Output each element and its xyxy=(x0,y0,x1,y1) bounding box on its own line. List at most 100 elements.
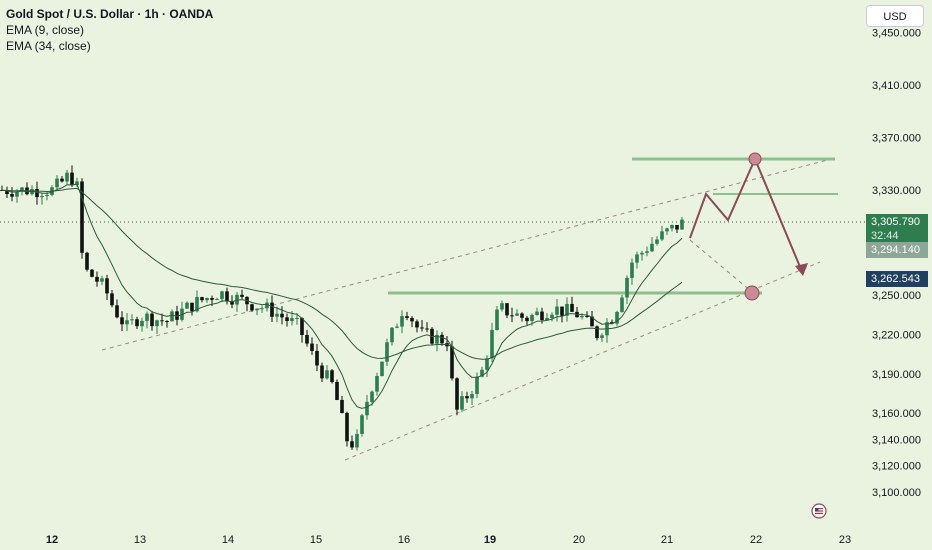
price-tick-label: 3,140.000 xyxy=(872,434,921,446)
candle-body xyxy=(125,320,129,325)
candle-body xyxy=(650,243,654,252)
candle-body xyxy=(175,311,179,320)
price-tick-label: 3,450.000 xyxy=(872,28,921,40)
candle-body xyxy=(320,365,324,379)
candle-body xyxy=(595,326,599,338)
candle-countdown: 32:44 xyxy=(866,228,928,244)
time-axis[interactable]: 12 13 14 15 16 19 20 21 22 23 xyxy=(46,534,851,546)
price-tick-label: 3,330.000 xyxy=(872,185,921,197)
ema-fast-badge: 3,294.140 xyxy=(866,242,928,258)
currency-button[interactable]: USD xyxy=(866,5,924,27)
candle-body xyxy=(535,311,539,316)
candle-body xyxy=(40,195,44,198)
candle-body xyxy=(480,369,484,377)
candle-body xyxy=(135,319,139,327)
price-axis[interactable]: 3,450.000 3,410.000 3,370.000 3,330.000 3,25… xyxy=(872,28,921,499)
channel-upper-line xyxy=(101,157,836,351)
candle-body xyxy=(625,277,629,298)
candle-body xyxy=(525,317,529,322)
candle-body xyxy=(380,361,384,376)
candle-body xyxy=(75,181,79,186)
candle-body xyxy=(330,370,334,382)
candle-body xyxy=(560,306,564,316)
candle-body xyxy=(55,178,59,188)
candle-body xyxy=(80,181,84,253)
candle-body xyxy=(590,316,594,327)
candle-body xyxy=(580,315,584,318)
candle-body xyxy=(250,304,254,311)
candle-body xyxy=(395,326,399,328)
flag-icon[interactable] xyxy=(811,503,827,519)
time-tick-label: 13 xyxy=(134,534,146,546)
candle-body xyxy=(205,298,209,301)
candle-body xyxy=(615,311,619,324)
candle-body xyxy=(285,317,289,322)
candle-body xyxy=(545,318,549,321)
candle-body xyxy=(495,309,499,331)
candle-body xyxy=(270,302,274,317)
time-tick-label: 21 xyxy=(661,534,673,546)
candle-body xyxy=(600,335,604,338)
candle-body xyxy=(390,327,394,343)
price-tick-label: 3,250.000 xyxy=(872,290,921,302)
candle-body xyxy=(635,254,639,263)
candle-body xyxy=(220,291,224,300)
time-tick-label: 14 xyxy=(222,534,234,546)
ema-slow-label[interactable]: EMA (34, close) xyxy=(6,39,91,53)
candle-body xyxy=(660,231,664,240)
candle-body xyxy=(290,318,294,322)
candle-body xyxy=(45,194,49,196)
candle-body xyxy=(115,305,119,318)
candle-body xyxy=(305,334,309,344)
time-tick-label: 19 xyxy=(484,534,496,546)
candle-body xyxy=(610,322,614,324)
candle-body xyxy=(145,313,149,321)
ema-fast-line xyxy=(1,183,683,409)
candle-body xyxy=(85,252,89,270)
candle-body xyxy=(375,375,379,392)
candle-body xyxy=(60,178,64,182)
candle-body xyxy=(385,342,389,362)
ema-lines xyxy=(1,183,683,409)
symbol-title[interactable]: Gold Spot / U.S. Dollar · 1h · OANDA xyxy=(6,7,214,21)
candle-body xyxy=(105,278,109,294)
candle-body xyxy=(160,320,164,322)
candle-body xyxy=(210,298,214,300)
candle-body xyxy=(465,396,469,399)
candle-body xyxy=(90,269,94,277)
candle-body xyxy=(645,251,649,253)
candle-body xyxy=(255,308,259,311)
candle-body xyxy=(450,346,454,379)
candle-body xyxy=(655,239,659,244)
ema-fast-label[interactable]: EMA (9, close) xyxy=(6,23,85,37)
candle-body xyxy=(505,303,509,316)
candle-body xyxy=(515,313,519,316)
candle-body xyxy=(20,187,24,192)
candle-body xyxy=(370,391,374,402)
candle-body xyxy=(485,358,489,370)
candle-body xyxy=(110,293,114,306)
candle-body xyxy=(410,317,414,322)
candle-body xyxy=(130,319,134,321)
candle-body xyxy=(455,378,459,410)
candle-body xyxy=(295,317,299,319)
drawing-overlays xyxy=(0,152,866,461)
candle-body xyxy=(240,294,244,297)
candle-body xyxy=(355,433,359,448)
candle-body xyxy=(200,297,204,301)
candle-body xyxy=(420,327,424,329)
current-price-badge: 3,305.790 xyxy=(866,214,928,230)
candle-body xyxy=(425,328,429,330)
candle-body xyxy=(510,315,514,317)
candle-body xyxy=(540,311,544,321)
candle-body xyxy=(275,313,279,317)
candle-body xyxy=(475,376,479,395)
candle-body xyxy=(140,320,144,327)
candle-body xyxy=(100,278,104,282)
candle-body xyxy=(165,321,169,323)
candle-body xyxy=(10,194,14,197)
time-tick-label: 23 xyxy=(839,534,851,546)
candle-body xyxy=(530,315,534,322)
candle-body xyxy=(520,313,524,318)
